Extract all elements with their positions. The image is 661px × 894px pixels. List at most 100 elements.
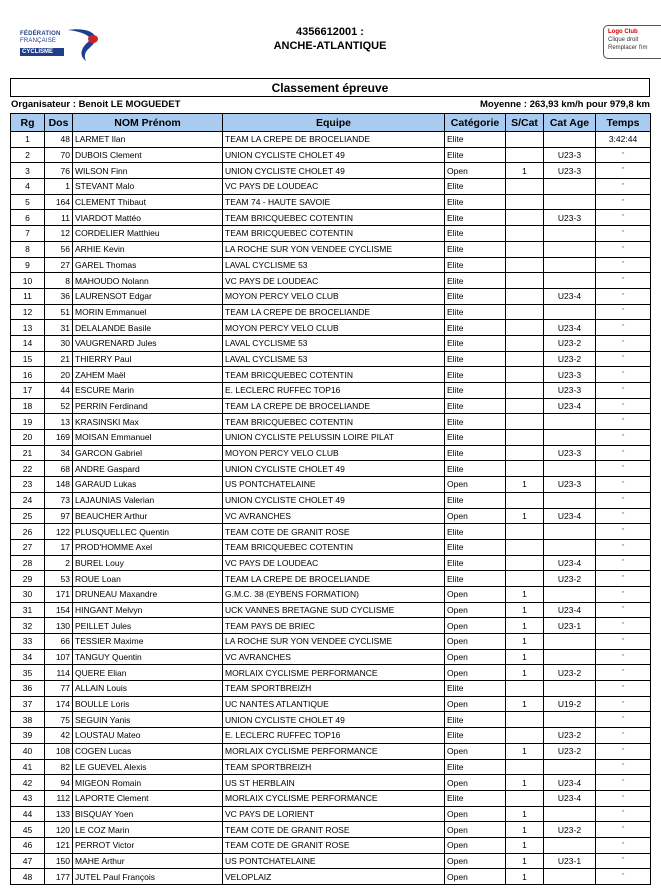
cell-name: GARAUD Lukas: [72, 476, 223, 493]
cell-team: TEAM BRICQUEBEC COTENTIN: [222, 225, 445, 242]
cell-name: ROUE Loan: [72, 570, 223, 587]
cell-bib: 77: [44, 680, 73, 697]
table-row: 35 114 QUERE Elian MORLAIX CYCLISME PERFORM…: [10, 664, 651, 682]
cell-rank: 27: [10, 538, 45, 556]
cell-name: MAHOUDO Nolann: [72, 272, 223, 289]
column-header-bib: Dos: [44, 113, 73, 132]
cell-bib: 150: [44, 852, 73, 870]
cell-age-category: U23-2: [543, 742, 596, 760]
cell-rank: 38: [10, 711, 45, 729]
cell-age-category: U23-4: [543, 397, 596, 415]
cell-name: BOULLE Loris: [72, 695, 223, 713]
cell-bib: 148: [44, 476, 73, 493]
cell-rank: 31: [10, 601, 45, 619]
cell-bib: 171: [44, 585, 73, 603]
cell-subcategory: [505, 444, 544, 462]
cell-age-category: [543, 758, 596, 776]
cell-subcategory: [505, 727, 544, 744]
cell-bib: 17: [44, 538, 73, 556]
table-row: 40 108 COGEN Lucas MORLAIX CYCLISME PERFORM…: [10, 742, 651, 760]
cell-time: ": [595, 727, 651, 744]
cell-subcategory: [505, 256, 544, 274]
cell-team: UNION CYCLISTE PELUSSIN LOIRE PILAT: [222, 429, 445, 446]
cell-name: LE GUEVEL Alexis: [72, 758, 223, 776]
cell-age-category: U23-1: [543, 852, 596, 870]
cell-subcategory: 1: [505, 695, 544, 713]
table-row: 10 8 MAHOUDO Nolann VC PAYS DE LOUDEAC Elite…: [10, 272, 651, 289]
cell-bib: 177: [44, 868, 73, 885]
cell-category: Open: [444, 617, 506, 634]
table-row: 24 73 LAJAUNIAS Valerian UNION CYCLISTE CHO…: [10, 491, 651, 509]
cell-rank: 47: [10, 852, 45, 870]
cell-team: LA ROCHE SUR YON VENDEE CYCLISME: [222, 240, 445, 258]
organizer: Organisateur : Benoit LE MOGUEDET: [11, 99, 181, 110]
cell-team: VC PAYS DE LORIENT: [222, 805, 445, 823]
cell-category: Elite: [444, 272, 506, 289]
cell-rank: 22: [10, 460, 45, 478]
event-title: 4356612001 : ANCHE-ATLANTIQUE: [230, 25, 430, 53]
cell-time: ": [595, 146, 651, 164]
cell-subcategory: 1: [505, 648, 544, 666]
cell-name: KRASINSKI Max: [72, 413, 223, 431]
cell-subcategory: 1: [505, 585, 544, 603]
ranking-title: Classement épreuve: [10, 78, 650, 97]
cell-name: LARMET Ilan: [72, 131, 223, 148]
table-row: 16 20 ZAHEM Maël TEAM BRICQUEBEC COTENTIN El…: [10, 366, 651, 383]
cell-rank: 1: [10, 131, 45, 148]
cell-subcategory: [505, 146, 544, 164]
cell-age-category: [543, 538, 596, 556]
cell-bib: 12: [44, 225, 73, 242]
cell-bib: 66: [44, 633, 73, 650]
cell-age-category: U23-4: [543, 601, 596, 619]
cell-subcategory: [505, 429, 544, 446]
cell-bib: 42: [44, 727, 73, 744]
cell-bib: 154: [44, 601, 73, 619]
cell-team: UCK VANNES BRETAGNE SUD CYCLISME: [222, 601, 445, 619]
cell-rank: 12: [10, 303, 45, 321]
cell-time: ": [595, 272, 651, 289]
cell-category: Elite: [444, 460, 506, 478]
cell-category: Elite: [444, 334, 506, 352]
cell-rank: 2: [10, 146, 45, 164]
cell-category: Open: [444, 664, 506, 682]
cell-name: LAJAUNIAS Valerian: [72, 491, 223, 509]
cell-rank: 18: [10, 397, 45, 415]
cell-category: Elite: [444, 758, 506, 776]
cell-age-category: U23-4: [543, 287, 596, 305]
cell-rank: 5: [10, 193, 45, 211]
cell-name: DRUNEAU Maxandre: [72, 585, 223, 603]
cell-age-category: [543, 178, 596, 195]
cell-subcategory: [505, 711, 544, 729]
cell-time: ": [595, 287, 651, 305]
table-row: 33 66 TESSIER Maxime LA ROCHE SUR YON VENDE…: [10, 633, 651, 650]
cell-name: ZAHEM Maël: [72, 366, 223, 383]
cell-subcategory: 1: [505, 868, 544, 885]
club-logo-title: Logo Club: [608, 29, 638, 35]
table-row: 8 56 ARHIE Kevin LA ROCHE SUR YON VENDEE CY…: [10, 240, 651, 258]
cell-name: ESCURE Marin: [72, 382, 223, 399]
cell-subcategory: [505, 209, 544, 227]
cell-bib: 53: [44, 570, 73, 587]
cell-time: ": [595, 742, 651, 760]
cell-subcategory: 1: [505, 742, 544, 760]
cell-name: PERRIN Ferdinand: [72, 397, 223, 415]
cell-subcategory: [505, 413, 544, 431]
cell-rank: 16: [10, 366, 45, 383]
cell-team: UNION CYCLISTE CHOLET 49: [222, 460, 445, 478]
event-name: ANCHE-ATLANTIQUE: [273, 40, 387, 52]
table-row: 19 13 KRASINSKI Max TEAM BRICQUEBEC COTENTI…: [10, 413, 651, 431]
cell-category: Open: [444, 476, 506, 493]
cell-category: Open: [444, 836, 506, 854]
cell-age-category: [543, 460, 596, 478]
column-header-team: Equipe: [222, 113, 445, 132]
cell-bib: 174: [44, 695, 73, 713]
cell-time: ": [595, 805, 651, 823]
cell-category: Open: [444, 648, 506, 666]
cell-name: ARHIE Kevin: [72, 240, 223, 258]
cell-age-category: [543, 836, 596, 854]
cell-bib: 2: [44, 554, 73, 572]
cell-age-category: [543, 272, 596, 289]
cell-name: BISQUAY Yoen: [72, 805, 223, 823]
table-row: 45 120 LE COZ Marin TEAM COTE DE GRANIT ROS…: [10, 821, 651, 838]
cell-team: TEAM COTE DE GRANIT ROSE: [222, 523, 445, 540]
